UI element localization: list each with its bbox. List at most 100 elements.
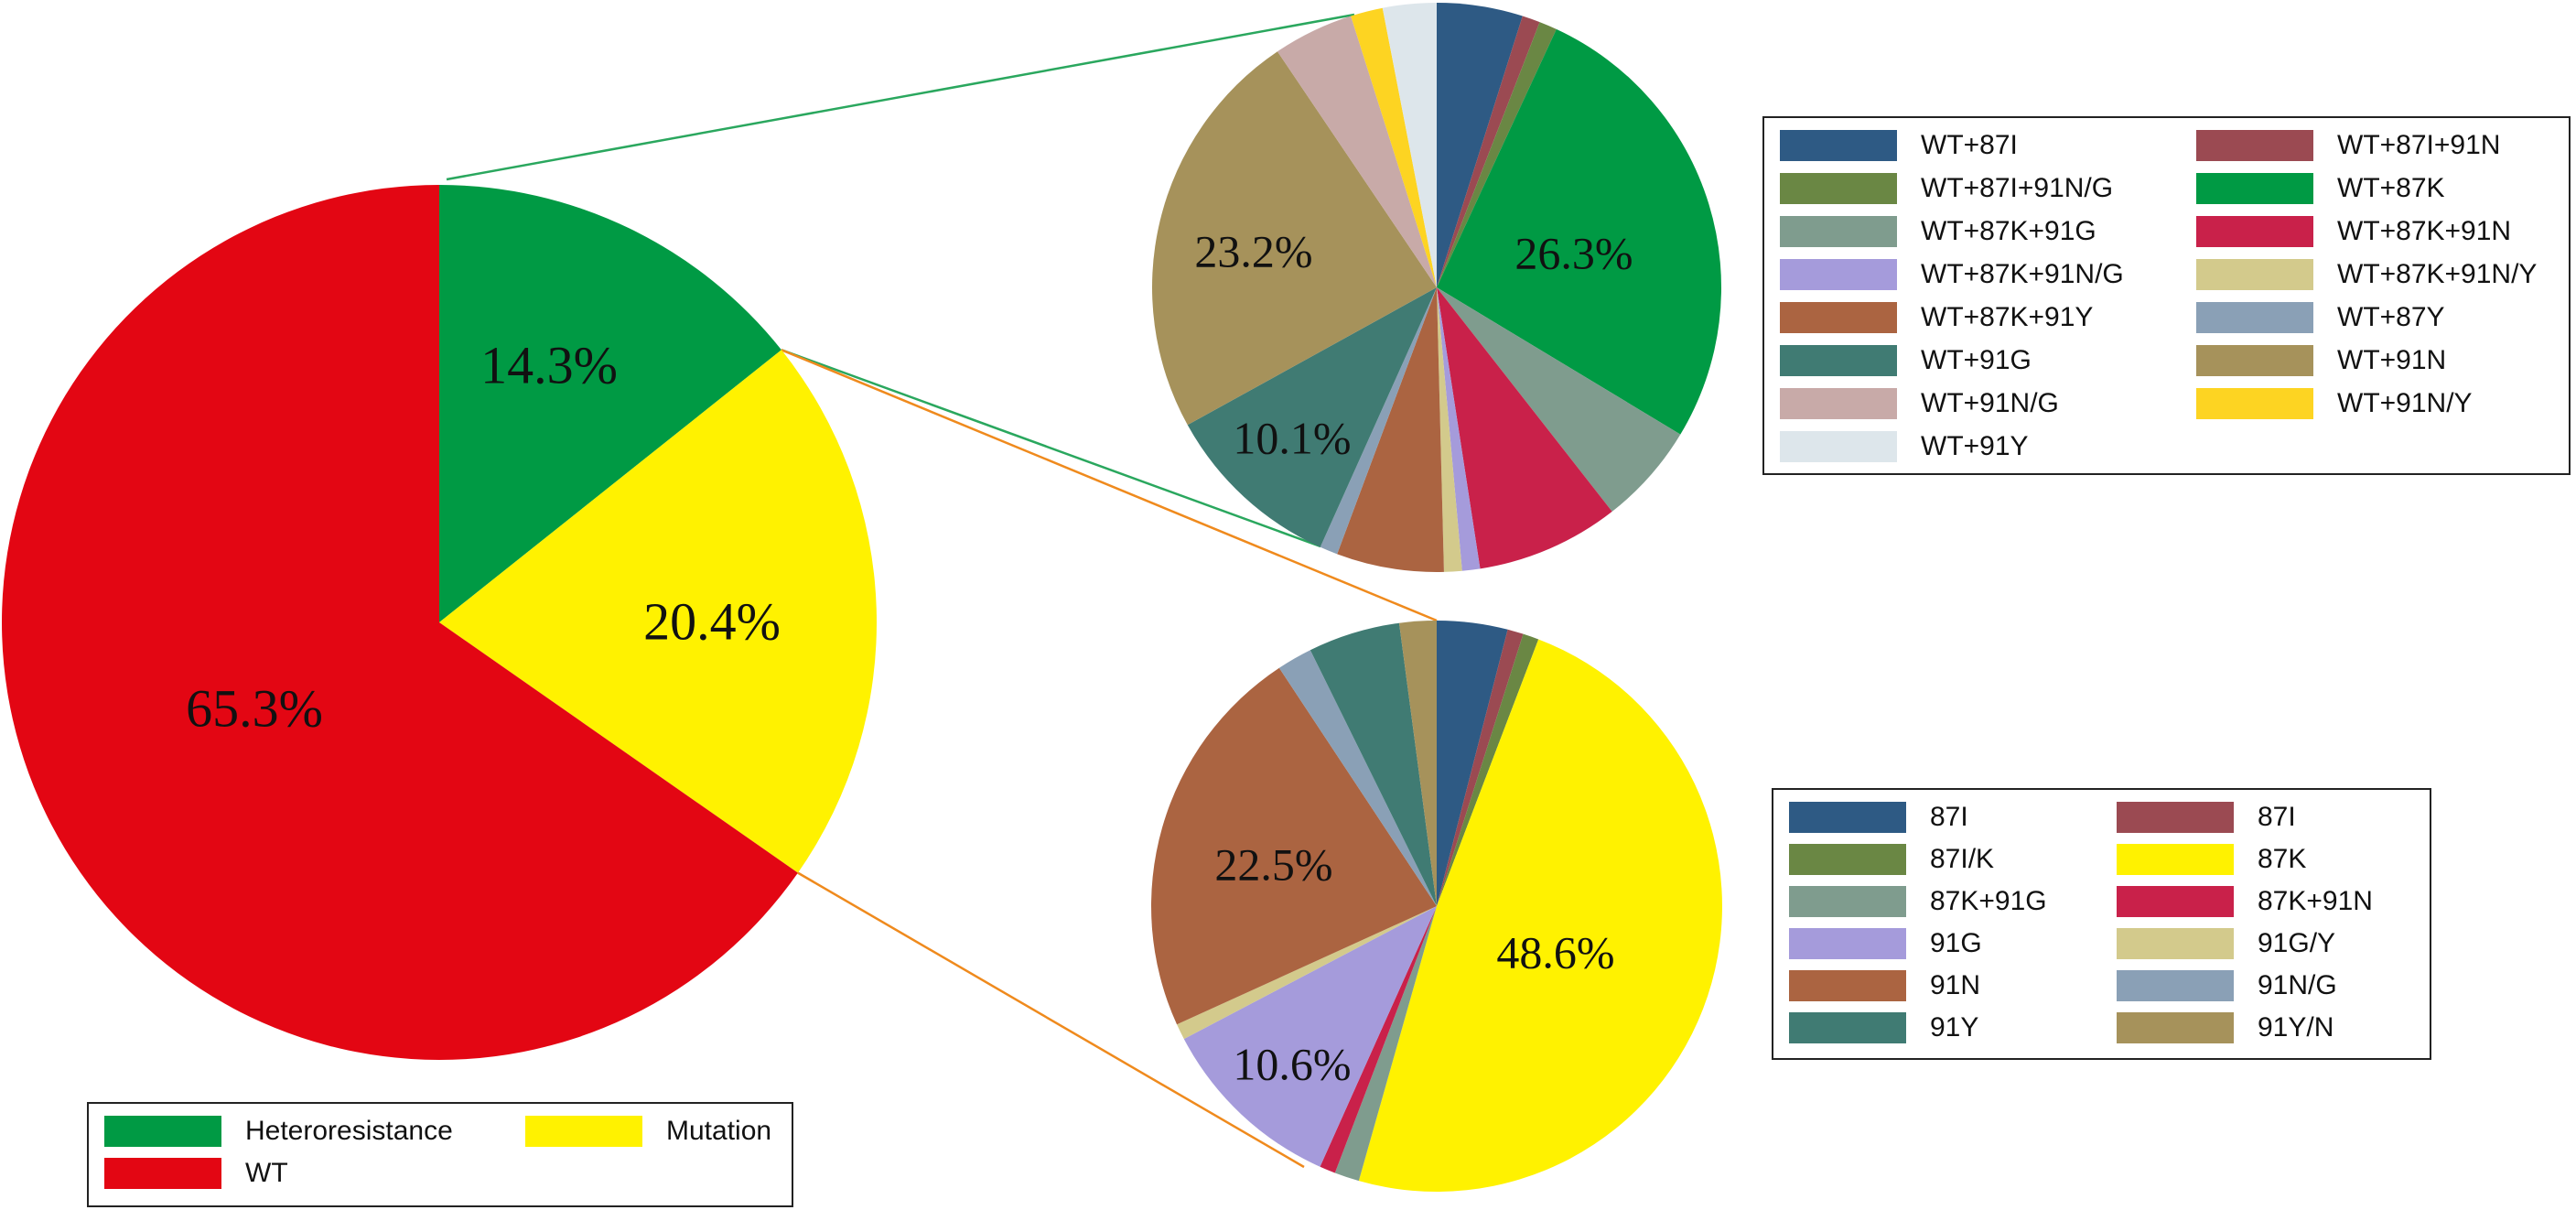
- legend-swatch-wt-87k-91y: [1780, 302, 1897, 333]
- legend-label-91g-y: 91G/Y: [2258, 928, 2335, 958]
- mutation-legend: 87I 87I 87I/K 87K 87K+91G 87K+91N 91G 91G/Y 91N 9…: [1772, 788, 2431, 1060]
- legend-label-heteroresistance: Heteroresistance: [245, 1116, 453, 1146]
- heteroresistance-pie: 26.3% 10.1% 23.2%: [1152, 2, 1722, 573]
- pie-slice-wt-91n-y: [1351, 7, 1437, 287]
- legend-label-wt-91n: WT+91N: [2337, 345, 2446, 375]
- pie-slice-wt: [2, 184, 798, 1061]
- legend-swatch-wt-91y: [1780, 431, 1897, 462]
- legend-swatch-wt-91g: [1780, 345, 1897, 376]
- legend-label-91g: 91G: [1930, 928, 1982, 958]
- connector-lines: [446, 13, 1438, 1169]
- legend-label-91y: 91Y: [1930, 1012, 1978, 1043]
- legend-label-87k-91g: 87K+91G: [1930, 886, 2047, 916]
- pie-slice-87i: [1437, 621, 1508, 906]
- legend-label-wt: WT: [245, 1158, 288, 1188]
- legend-swatch-91n: [1789, 970, 1906, 1001]
- legend-swatch-wt-87k-91g: [1780, 216, 1897, 247]
- legend-label-wt-87i: WT+87I: [1921, 130, 2018, 160]
- legend-swatch-wt-87i-91n: [2196, 130, 2313, 161]
- data-label-mutation: 20.4%: [643, 591, 781, 651]
- legend-label-91n: 91N: [1930, 970, 1980, 1000]
- pie-slice-wt-91y: [1382, 3, 1437, 287]
- data-label-wt-87k: 26.3%: [1514, 227, 1633, 278]
- legend-swatch-87i: [1789, 802, 1906, 833]
- legend-label-wt-91g: WT+91G: [1921, 345, 2032, 375]
- legend-box: [1762, 116, 2571, 475]
- connector-line-hetero-bottom: [781, 349, 1321, 548]
- legend-swatch-wt-87k-91n-y: [2196, 259, 2313, 290]
- pie-slice-91y: [1310, 622, 1437, 906]
- data-label-91n: 22.5%: [1214, 838, 1332, 890]
- legend-label-wt-87k-91g: WT+87K+91G: [1921, 216, 2096, 246]
- pie-slice-wt-87y: [1320, 287, 1437, 555]
- pie-slice-wt-87i-91n: [1437, 16, 1540, 288]
- mutation-pie: 48.6% 10.6% 22.5%: [1151, 621, 1722, 1192]
- legend-swatch-87i-k: [1789, 844, 1906, 875]
- pie-slice-87k-91g: [1334, 906, 1437, 1182]
- heteroresistance-legend: WT+87I WT+87I+91N WT+87I+91N/G WT+87K WT+87K…: [1762, 116, 2571, 475]
- legend-swatch-wt-87i: [1780, 130, 1897, 161]
- legend-label-wt-87y: WT+87Y: [2337, 302, 2445, 332]
- data-label-87k: 48.6%: [1496, 926, 1614, 978]
- legend-swatch-wt-91n-g: [1780, 388, 1897, 419]
- legend-label-mutation: Mutation: [666, 1116, 771, 1146]
- legend-label-wt-87k: WT+87K: [2337, 173, 2445, 203]
- pie-slice-wt-87k-91n: [1437, 287, 1612, 569]
- data-label-wt-91n: 23.2%: [1194, 225, 1312, 276]
- data-label-heteroresistance: 14.3%: [480, 335, 618, 394]
- overall-pie: 14.3% 20.4% 65.3%: [2, 184, 877, 1061]
- legend-label-87k: 87K: [2258, 844, 2306, 874]
- pie-slice-wt-87k-91n-y: [1437, 287, 1462, 572]
- pie-slice-91y-n: [1398, 621, 1437, 906]
- pie-slice-wt-87k-91g: [1437, 287, 1681, 512]
- legend-swatch-87k-91n: [2117, 886, 2234, 917]
- legend-label-wt-87k-91n-y: WT+87K+91N/Y: [2337, 259, 2537, 289]
- legend-swatch-wt: [104, 1158, 221, 1189]
- pie-slice-91g: [1183, 906, 1437, 1167]
- pie-slice-wt-87k-91n-g: [1437, 287, 1481, 571]
- pie-slice-heteroresistance: [439, 185, 781, 622]
- pie-slice-87k-91n: [1320, 906, 1437, 1173]
- legend-swatch-91y-n: [2117, 1012, 2234, 1043]
- pie-slice-87i: [1437, 629, 1524, 906]
- pie-slice-91g-y: [1177, 906, 1437, 1040]
- data-label-wt: 65.3%: [186, 678, 323, 738]
- legend-swatch-wt-87i-91n-g: [1780, 173, 1897, 204]
- legend-swatch-91g-y: [2117, 928, 2234, 959]
- legend-swatch-87i: [2117, 802, 2234, 833]
- pie-slice-mutation: [439, 350, 877, 873]
- data-label-91g: 10.6%: [1233, 1038, 1351, 1089]
- legend-label-wt-87k-91n: WT+87K+91N: [2337, 216, 2511, 246]
- pie-slice-wt-87i-91n-g: [1437, 22, 1557, 288]
- pie-slice-wt-91n-g: [1277, 16, 1437, 288]
- legend-label-87i: 87I: [2258, 802, 2296, 832]
- connector-line-mutation-top: [781, 349, 1438, 622]
- legend-swatch-mutation: [525, 1116, 642, 1147]
- legend-label-wt-87i-91n-g: WT+87I+91N/G: [1921, 173, 2113, 203]
- legend-swatch-wt-87k-91n: [2196, 216, 2313, 247]
- legend-label-wt-87k-91n-g: WT+87K+91N/G: [1921, 259, 2124, 289]
- legend-swatch-91y: [1789, 1012, 1906, 1043]
- pie-slice-wt-87k: [1437, 28, 1722, 435]
- legend-swatch-87k: [2117, 844, 2234, 875]
- legend-swatch-wt-91n: [2196, 345, 2313, 376]
- legend-swatch-wt-87k: [2196, 173, 2313, 204]
- legend-label-wt-91y: WT+91Y: [1921, 431, 2029, 461]
- legend-label-wt-91n-g: WT+91N/G: [1921, 388, 2059, 418]
- legend-swatch-87k-91g: [1789, 886, 1906, 917]
- pie-slice-wt-91g: [1187, 287, 1437, 547]
- connector-line-mutation-bottom: [797, 871, 1305, 1169]
- pie-slice-91n: [1151, 667, 1437, 1025]
- pie-slice-wt-87i: [1437, 2, 1523, 287]
- pie-slice-wt-87k-91y: [1337, 287, 1444, 573]
- legend-label-wt-87i-91n: WT+87I+91N: [2337, 130, 2500, 160]
- legend-label-91y-n: 91Y/N: [2258, 1012, 2333, 1043]
- legend-swatch-wt-87k-91n-g: [1780, 259, 1897, 290]
- legend-label-wt-91n-y: WT+91N/Y: [2337, 388, 2473, 418]
- legend-swatch-wt-87y: [2196, 302, 2313, 333]
- legend-swatch-wt-91n-y: [2196, 388, 2313, 419]
- legend-swatch-91n-g: [2117, 970, 2234, 1001]
- legend-label-87i: 87I: [1930, 802, 1968, 832]
- legend-swatch-heteroresistance: [104, 1116, 221, 1147]
